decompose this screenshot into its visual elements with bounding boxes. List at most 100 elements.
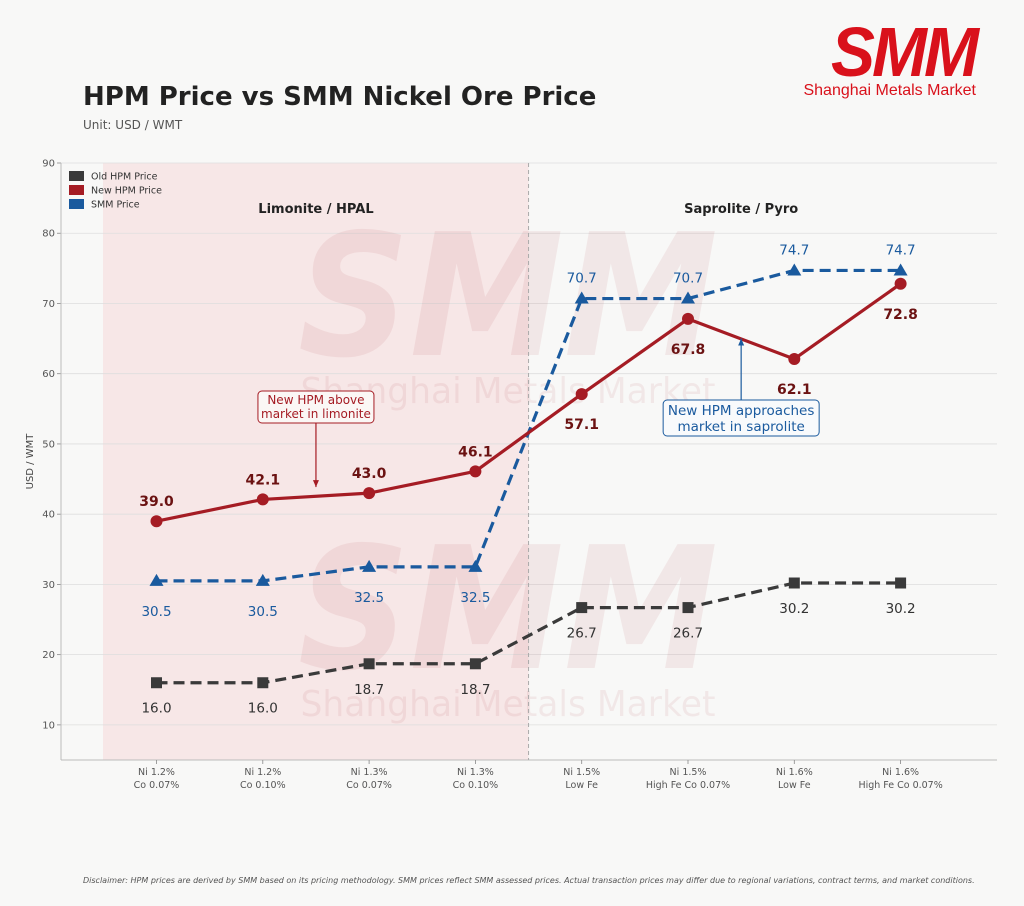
x-tick-label: Co 0.07% [346,780,392,791]
new-price-data-label: 46.1 [458,444,493,460]
new-price-marker [256,493,269,506]
new-price-data-label: 39.0 [139,494,174,510]
x-tick-label: Ni 1.3% [351,767,388,778]
x-tick-label: Co 0.07% [134,780,180,791]
old-price-data-label: 30.2 [779,601,809,617]
smm-price-data-label: 74.7 [779,242,809,258]
old-price-marker [682,602,694,614]
disclaimer: Disclaimer: HPM prices are derived by SM… [83,876,975,885]
x-tick-label: Low Fe [778,780,811,791]
legend: Old HPM Price New HPM Price SMM Price [69,171,162,211]
smm-price-data-label: 30.5 [141,604,171,620]
annotation-text-limonite: market in limonite [261,407,371,421]
watermark-mark: SMM [298,511,718,709]
region-label: Limonite / HPAL [258,202,373,217]
y-tick-label: 80 [42,229,55,240]
smm-price-marker [149,573,164,586]
new-price-data-label: 43.0 [352,466,387,482]
smm-price-marker [787,263,802,276]
smm-price-data-label: 30.5 [248,604,278,620]
x-tick-label: Co 0.10% [453,780,499,791]
y-tick-label: 70 [42,299,55,310]
logo-mark: SMM [831,13,979,91]
new-price-data-label: 62.1 [777,382,812,398]
old-price-marker [576,602,588,614]
new-price-marker [788,352,801,365]
new-price-marker [150,515,163,528]
legend-label-smm: SMM Price [91,200,140,211]
x-tick-label: Ni 1.5% [563,767,600,778]
old-price-marker [788,577,800,589]
annotation-box-saprolite [662,399,820,437]
old-price-marker [363,658,375,670]
smm-price-data-label: 70.7 [567,271,597,287]
annotation-text-limonite: New HPM above [267,393,364,407]
old-price-data-label: 30.2 [886,601,916,617]
x-tick-label: Co 0.10% [240,780,286,791]
new-price-data-label: 57.1 [564,417,599,433]
new-price-data-label: 72.8 [883,307,918,323]
y-tick-label: 30 [42,580,55,591]
smm-price-data-label: 32.5 [460,590,490,606]
old-price-data-label: 26.7 [673,626,703,642]
legend-label-old: Old HPM Price [91,172,158,183]
new-price-data-label: 42.1 [246,472,281,488]
legend-swatch-old [69,171,84,181]
chart-subtitle: Unit: USD / WMT [83,118,183,132]
legend-label-new: New HPM Price [91,186,162,197]
new-price-line [156,282,902,523]
y-tick-label: 10 [42,720,55,731]
old-price-line [156,581,901,685]
old-price-marker [895,577,907,589]
annotation-limonite-arrowhead [312,480,319,488]
annotation-saprolite-arrowhead [738,338,745,346]
new-price-marker [363,487,376,500]
x-tick-label: Ni 1.5% [670,767,707,778]
smm-logo: SMM Shanghai Metals Market [800,13,979,100]
x-tick-label: Ni 1.6% [882,767,919,778]
smm-price-marker [468,559,483,572]
smm-price-marker [362,559,377,572]
x-tick-label: Ni 1.2% [138,767,175,778]
new-price-data-label: 67.8 [671,342,706,358]
chart-title: HPM Price vs SMM Nickel Ore Price [83,82,597,112]
smm-price-marker [574,291,589,304]
new-price-marker [469,465,482,478]
annotation-text-saprolite: New HPM approaches [668,403,814,419]
x-tick-label: Ni 1.2% [244,767,281,778]
old-price-marker [469,658,481,670]
smm-price-data-label: 70.7 [673,271,703,287]
x-tick-label: High Fe Co 0.07% [858,780,942,791]
new-price-marker [575,388,588,401]
old-price-marker [257,677,269,689]
smm-price-data-label: 74.7 [886,242,916,258]
y-tick-label: 40 [42,510,55,521]
smm-price-marker [893,263,908,276]
x-tick-label: Low Fe [565,780,598,791]
y-tick-label: 90 [42,159,55,170]
old-price-data-label: 16.0 [141,701,171,717]
x-tick-label: High Fe Co 0.07% [646,780,730,791]
watermark-text: Shanghai Metals Market [301,684,716,725]
region-label: Saprolite / Pyro [684,202,798,217]
y-tick-label: 20 [42,650,55,661]
smm-price-marker [255,573,270,586]
smm-price-marker [681,291,695,304]
new-price-marker [894,277,907,290]
x-tick-label: Ni 1.6% [776,767,813,778]
old-price-data-label: 16.0 [248,701,278,717]
old-price-marker [151,677,162,689]
legend-swatch-smm [69,199,84,209]
old-price-data-label: 18.7 [354,682,384,698]
y-tick-label: 60 [42,369,55,380]
logo-text: Shanghai Metals Market [803,82,976,99]
y-tick-label: 50 [42,439,55,450]
new-price-marker [682,312,694,325]
y-axis-label: USD / WMT [25,433,36,490]
x-tick-label: Ni 1.3% [457,767,494,778]
legend-swatch-new [69,185,84,195]
old-price-data-label: 26.7 [567,626,597,642]
watermark-mark: SMM [298,198,718,396]
